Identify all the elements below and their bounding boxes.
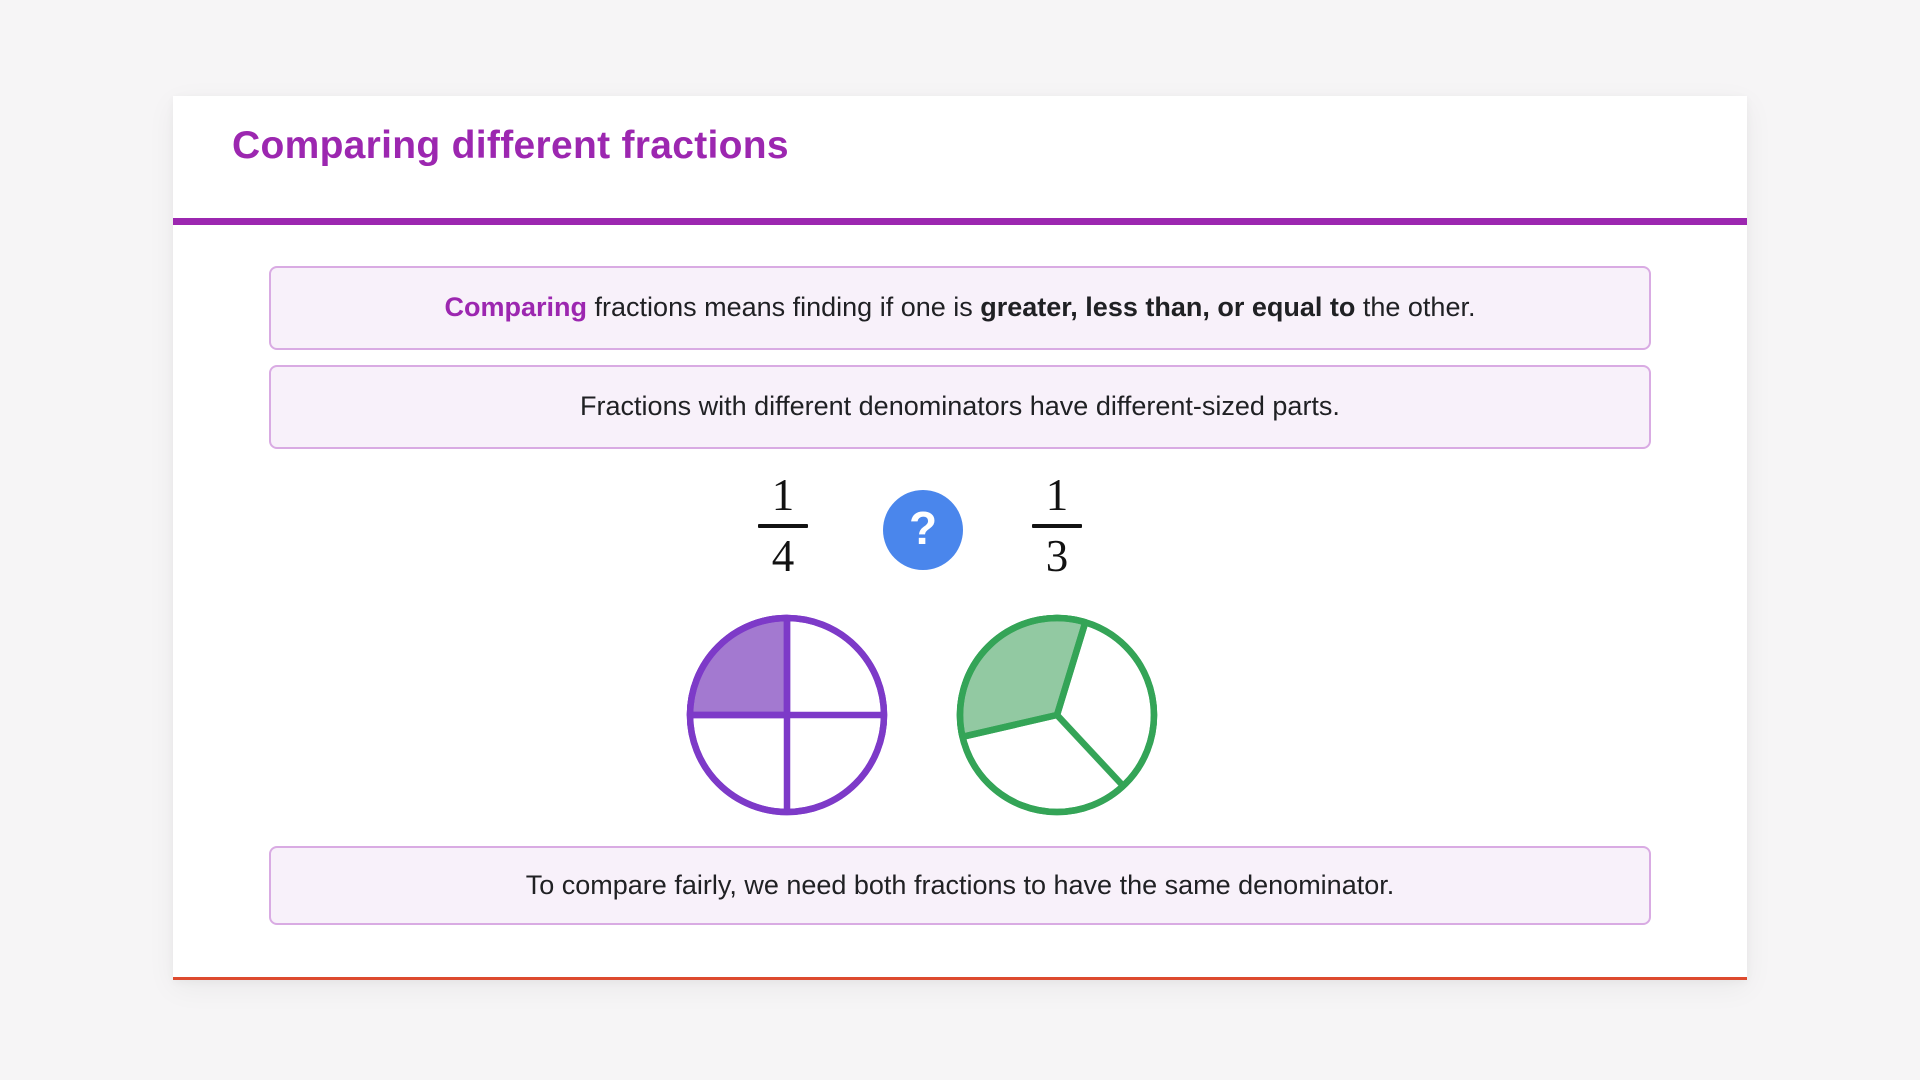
fraction-bar [1032, 524, 1082, 528]
lesson-card: Comparing different fractions Comparing … [173, 96, 1747, 980]
definition-lead: Comparing [444, 292, 588, 323]
fraction-one-fourth: 1 4 [758, 473, 808, 579]
denominators-text: Fractions with different denominators ha… [580, 391, 1340, 422]
title-divider [173, 218, 1747, 225]
fraction-one-fourth-denominator: 4 [771, 531, 795, 581]
definition-text: Comparing fractions means finding if one… [445, 290, 1476, 325]
callout-definition: Comparing fractions means finding if one… [269, 266, 1651, 350]
pie-thirds [956, 614, 1158, 816]
fraction-bar [758, 524, 808, 528]
callout-denominators: Fractions with different denominators ha… [269, 365, 1651, 449]
definition-tail: the other. [1355, 292, 1476, 323]
question-operator-button[interactable]: ? [883, 490, 963, 570]
conclusion-text: To compare fairly, we need both fraction… [525, 869, 1395, 900]
fraction-one-third: 1 3 [1032, 473, 1082, 579]
fraction-one-third-numerator: 1 [1045, 470, 1069, 520]
question-mark-icon: ? [908, 502, 938, 554]
definition-emphasis: greater, less than, or equal to [980, 292, 1356, 323]
fraction-one-fourth-numerator: 1 [771, 470, 795, 520]
page-title: Comparing different fractions [232, 124, 789, 167]
pie-quarters [686, 614, 888, 816]
definition-middle: fractions means finding if one is [587, 292, 981, 323]
fraction-one-third-denominator: 3 [1045, 531, 1069, 581]
callout-conclusion: To compare fairly, we need both fraction… [269, 846, 1651, 925]
